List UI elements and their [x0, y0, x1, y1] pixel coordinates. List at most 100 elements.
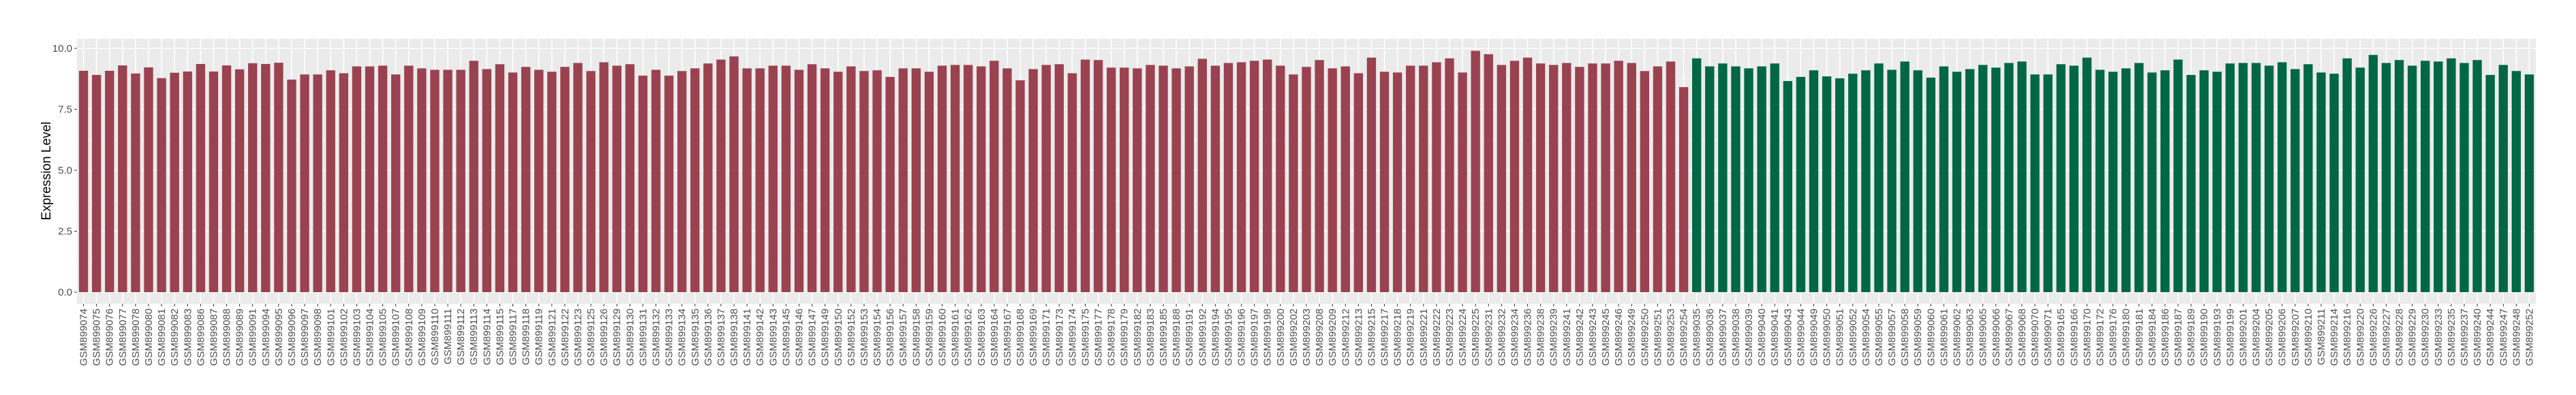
x-tick-label: GSM899207: [2290, 309, 2301, 366]
x-tick-label: GSM899086: [195, 309, 206, 366]
x-tick-label: GSM899251: [1652, 309, 1663, 366]
bar-GSM899162: [963, 65, 973, 293]
bar-GSM899212: [1340, 66, 1350, 292]
x-tick-label: GSM899199: [2224, 309, 2236, 366]
bar-GSM899193: [2212, 72, 2222, 293]
bar-GSM899110: [430, 69, 440, 292]
x-tick-label: GSM899133: [664, 309, 675, 366]
y-axis-ticks: 0.0 2.5 5.0 7.5 10.0: [52, 43, 77, 298]
bar-GSM899135: [690, 68, 700, 292]
bar-GSM899209: [1328, 68, 1337, 292]
x-tick-label: GSM899096: [286, 309, 298, 366]
x-tick-label: GSM899192: [1197, 309, 1208, 366]
x-tick-label: GSM899201: [2237, 309, 2249, 366]
x-tick-label: GSM899181: [2134, 309, 2145, 366]
x-tick-label: GSM899168: [1015, 309, 1026, 366]
x-tick-label: GSM899059: [1912, 309, 1924, 366]
x-tick-label: GSM899104: [365, 309, 376, 366]
bar-GSM899165: [2056, 64, 2066, 293]
bar-GSM899184: [2147, 72, 2157, 292]
bar-GSM899251: [1653, 66, 1663, 292]
bar-GSM899075: [91, 75, 102, 292]
bar-GSM899218: [1392, 72, 1402, 292]
x-tick-label: GSM899219: [1405, 309, 1417, 366]
x-tick-label: GSM899138: [729, 309, 740, 366]
bar-GSM899130: [625, 64, 635, 293]
bar-GSM899176: [2108, 72, 2118, 293]
x-tick-label: GSM899240: [2472, 309, 2483, 366]
x-tick-label: GSM899065: [1978, 309, 1989, 366]
x-tick-label: GSM899184: [2147, 309, 2158, 366]
bar-GSM899238: [1535, 63, 1546, 293]
x-tick-label: GSM899243: [1587, 309, 1599, 366]
bar-GSM899129: [612, 65, 622, 292]
x-tick-label: GSM899242: [1574, 309, 1586, 366]
x-tick-label: GSM899078: [130, 309, 142, 366]
x-tick-label: GSM899250: [1639, 309, 1651, 366]
x-tick-label: GSM899105: [378, 309, 389, 366]
x-tick-label: GSM899234: [1509, 309, 1520, 366]
x-tick-label: GSM899051: [1835, 309, 1846, 366]
bar-GSM899102: [339, 73, 349, 293]
x-tick-label: GSM899197: [1249, 309, 1261, 366]
bar-GSM899103: [352, 66, 362, 292]
bar-GSM899041: [1770, 63, 1779, 293]
bar-GSM899202: [1289, 74, 1298, 292]
x-tick-label: GSM899070: [2029, 309, 2041, 366]
bar-GSM899113: [469, 61, 478, 293]
x-tick-label: GSM899166: [2068, 309, 2080, 366]
x-tick-label: GSM899057: [1886, 309, 1898, 366]
bar-GSM899207: [2290, 69, 2300, 293]
bar-GSM899181: [2134, 63, 2144, 292]
bar-GSM899040: [1757, 66, 1766, 292]
bar-GSM899180: [2121, 68, 2131, 292]
x-tick-label: GSM899236: [1522, 309, 1534, 366]
bar-GSM899196: [1236, 62, 1246, 292]
x-tick-label: GSM899131: [637, 309, 649, 366]
x-tick-label: GSM899175: [1079, 309, 1091, 366]
x-tick-label: GSM899067: [2004, 309, 2015, 366]
bar-GSM899170: [2082, 57, 2092, 292]
bar-GSM899105: [378, 65, 388, 292]
x-tick-label: GSM899227: [2380, 309, 2392, 366]
x-tick-label: GSM899170: [2081, 309, 2093, 366]
bar-GSM899226: [2368, 54, 2378, 292]
x-tick-label: GSM899213: [1353, 309, 1364, 366]
bar-GSM899245: [1601, 63, 1610, 293]
bar-GSM899254: [1678, 86, 1689, 292]
bar-GSM899134: [677, 71, 687, 292]
x-tick-label: GSM899218: [1392, 309, 1404, 366]
bar-GSM899049: [1809, 70, 1819, 292]
bar-GSM899183: [1146, 65, 1155, 293]
bar-GSM899126: [599, 62, 609, 292]
bar-GSM899175: [1080, 59, 1090, 292]
bar-GSM899220: [2355, 67, 2365, 293]
x-tick-label: GSM899190: [2198, 309, 2210, 366]
bar-GSM899154: [872, 70, 882, 292]
bar-GSM899104: [365, 66, 375, 292]
x-tick-label: GSM899174: [1067, 309, 1078, 366]
bar-GSM899242: [1575, 67, 1584, 292]
x-tick-label: GSM899228: [2394, 309, 2406, 366]
x-tick-label: GSM899103: [351, 309, 363, 366]
bar-GSM899233: [2434, 61, 2443, 292]
bar-GSM899076: [105, 70, 114, 292]
x-tick-label: GSM899223: [1444, 309, 1456, 366]
bar-GSM899095: [274, 63, 283, 292]
x-tick-label: GSM899239: [1548, 309, 1560, 366]
x-tick-label: GSM899109: [416, 309, 428, 366]
bar-GSM899215: [1366, 57, 1377, 292]
bar-GSM899163: [977, 66, 986, 292]
x-tick-label: GSM899130: [624, 309, 636, 366]
bar-GSM899230: [2421, 61, 2430, 293]
bar-GSM899244: [2485, 75, 2495, 292]
bar-GSM899067: [2004, 63, 2014, 292]
x-tick-label: GSM899097: [299, 309, 311, 366]
bar-GSM899098: [313, 74, 322, 292]
x-tick-label: GSM899165: [2055, 309, 2067, 366]
bar-GSM899081: [157, 78, 166, 293]
bar-GSM899141: [742, 68, 752, 292]
bar-GSM899096: [287, 79, 296, 292]
x-tick-label: GSM899198: [1262, 309, 1274, 366]
